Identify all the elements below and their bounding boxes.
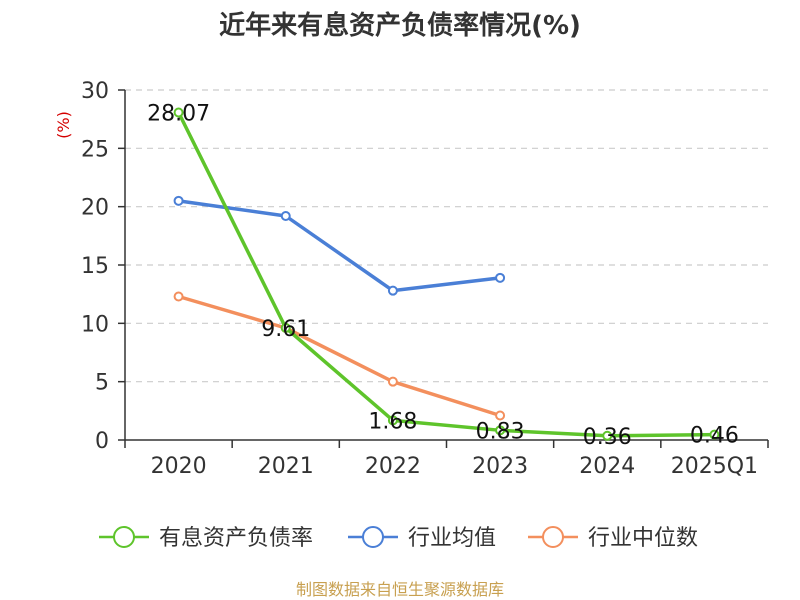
y-tick-label: 5	[95, 371, 109, 396]
legend-marker	[362, 526, 384, 548]
data-label: 0.46	[690, 424, 739, 449]
grid-lines	[125, 89, 768, 383]
series-line	[177, 111, 715, 438]
data-point	[173, 107, 184, 118]
data-point	[495, 425, 506, 436]
x-tick-label: 2021	[258, 454, 314, 479]
x-tick-label: 2020	[151, 454, 207, 479]
x-tick-label: 2023	[472, 454, 528, 479]
series-0	[173, 107, 720, 441]
data-labels: 28.07 9.61 1.68 0.83 0.36 0.46	[147, 102, 739, 450]
legend-item-0: 有息资产负债率	[99, 526, 313, 551]
chart-title: 近年来有息资产负债率情况(%)	[219, 10, 581, 41]
legend-item-2: 行业中位数	[528, 526, 698, 551]
data-point	[495, 272, 506, 283]
y-tick-label: 15	[81, 254, 109, 279]
data-point	[709, 429, 720, 440]
legend-label: 行业均值	[408, 526, 496, 551]
data-label: 0.36	[583, 425, 632, 450]
data-label: 9.61	[261, 317, 310, 342]
y-axis-unit: (%)	[54, 111, 73, 139]
legend-item-1: 行业均值	[348, 526, 496, 551]
legend-label: 有息资产负债率	[159, 526, 313, 551]
data-point	[387, 285, 398, 296]
legend: 有息资产负债率 行业均值 行业中位数	[99, 526, 698, 551]
data-point	[495, 410, 506, 421]
legend-marker	[113, 526, 135, 548]
x-tick-labels: 2020 2021 2022 2023 2024 2025Q1	[151, 454, 758, 479]
legend-marker	[542, 526, 564, 548]
data-label: 0.83	[476, 419, 525, 444]
y-tick-label: 30	[81, 79, 109, 104]
source-footer: 制图数据来自恒生聚源数据库	[296, 580, 504, 599]
data-point	[173, 195, 184, 206]
data-point	[387, 376, 398, 387]
data-label: 28.07	[147, 102, 210, 127]
x-tick-label: 2024	[579, 454, 635, 479]
axes	[118, 89, 769, 448]
series-line	[178, 199, 501, 293]
series-1	[173, 195, 506, 296]
series-lines	[173, 107, 720, 441]
x-tick-label: 2022	[365, 454, 421, 479]
x-tick-label: 2025Q1	[671, 454, 758, 479]
y-tick-labels: 0 5 10 15 20 25 30	[81, 79, 109, 454]
data-point	[387, 415, 398, 426]
legend-label: 行业中位数	[588, 526, 698, 551]
y-tick-label: 25	[81, 137, 109, 162]
data-point	[280, 322, 291, 333]
series-2	[173, 291, 506, 421]
data-point	[602, 430, 613, 441]
data-label: 1.68	[368, 409, 417, 434]
series-line	[178, 294, 501, 418]
data-point	[173, 291, 184, 302]
data-point	[280, 211, 291, 221]
y-tick-label: 0	[95, 429, 109, 454]
y-tick-label: 20	[81, 196, 109, 221]
y-tick-label: 10	[81, 312, 109, 337]
